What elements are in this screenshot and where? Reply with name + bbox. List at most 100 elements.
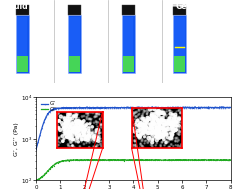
Point [57,136,61,139]
Point [147,118,150,121]
Point [82,27,86,30]
Point [65,112,69,115]
Point [160,119,164,122]
Point [141,45,145,48]
Point [139,123,142,126]
Point [143,42,146,45]
Point [197,21,201,24]
Point [176,27,180,30]
Point [70,141,74,144]
Point [130,112,134,115]
Point [68,133,72,136]
Point [211,36,215,39]
Point [198,42,201,45]
Point [194,40,198,43]
Point [136,119,140,122]
Point [196,33,200,36]
Point [69,117,73,120]
Point [81,125,85,128]
Point [146,42,150,45]
Point [143,121,147,124]
Point [200,41,204,44]
Point [38,33,42,36]
Point [32,62,36,65]
Point [79,127,83,130]
Point [150,124,154,127]
Point [152,119,155,122]
Point [171,23,174,26]
Point [84,32,88,35]
Point [54,11,58,14]
Point [14,38,18,41]
Point [139,142,142,145]
Point [72,120,76,123]
Point [147,132,151,135]
Point [68,133,72,136]
Point [212,3,216,6]
Point [64,136,68,139]
Bar [17,17,27,71]
Point [167,116,171,119]
Point [68,131,71,134]
Point [99,38,102,41]
Point [177,24,181,27]
Point [172,121,175,124]
Point [69,133,72,136]
Point [183,29,186,32]
Point [212,32,216,35]
Point [167,121,171,124]
Point [90,125,94,128]
Point [151,41,155,44]
Point [149,118,153,121]
Point [27,61,31,64]
Point [188,28,192,31]
Point [92,130,96,133]
Point [58,141,62,144]
Point [218,21,221,24]
Point [160,119,164,122]
Point [148,28,152,31]
Point [174,118,177,121]
Point [222,42,225,45]
Point [176,43,179,46]
Point [76,120,80,123]
Point [159,111,163,114]
Point [168,124,171,127]
Point [94,29,98,32]
Point [68,74,71,77]
Point [156,120,160,123]
Point [179,44,183,47]
G’ [159,106,162,109]
Point [215,34,219,37]
Point [220,37,223,40]
Point [144,42,148,45]
Point [173,46,177,49]
Point [221,36,225,40]
Point [132,21,136,24]
Point [196,43,200,46]
Point [196,26,199,29]
Point [181,126,185,129]
Point [87,146,91,149]
Point [131,114,135,117]
Point [134,126,137,129]
Point [37,19,41,22]
Point [141,112,145,115]
Point [24,29,28,32]
Point [75,131,79,134]
Point [83,30,87,33]
Point [74,111,78,114]
Point [29,34,33,37]
Point [134,115,137,118]
Point [93,36,96,39]
Point [27,34,31,37]
Point [219,29,223,32]
Point [48,75,52,78]
Point [230,20,233,23]
Point [215,27,219,30]
Point [156,7,160,10]
Point [179,31,182,34]
Point [180,65,184,68]
Point [181,42,185,45]
Point [86,126,90,129]
